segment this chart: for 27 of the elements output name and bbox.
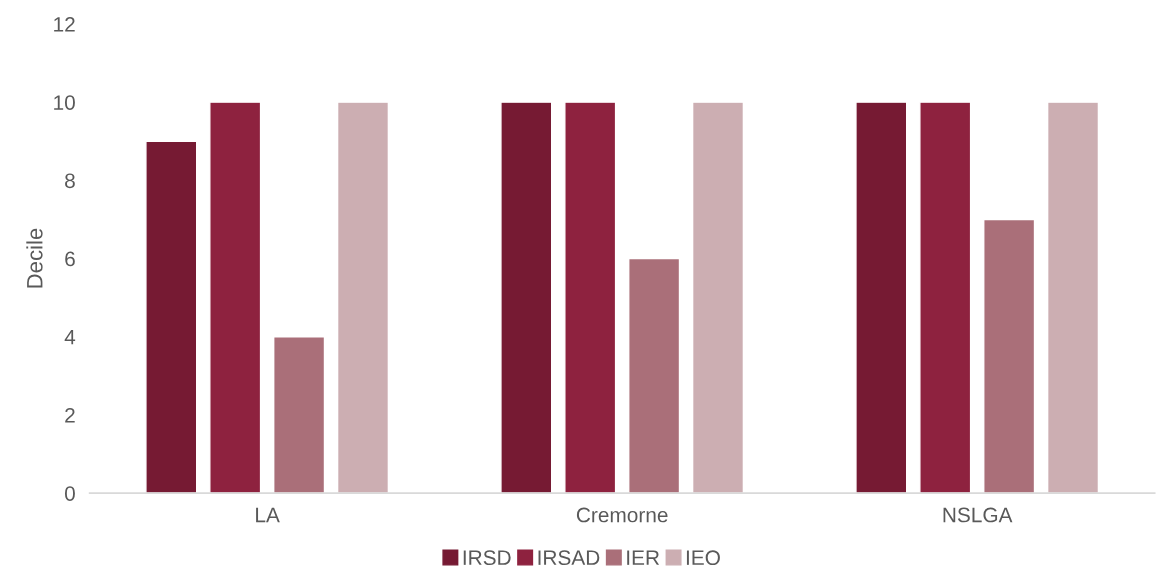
- legend-label: IER: [627, 550, 660, 565]
- bar: [691, 101, 745, 494]
- bar: [919, 101, 972, 494]
- y-tick-label: 6: [65, 251, 75, 267]
- bar: [145, 140, 198, 494]
- bar: [273, 336, 326, 494]
- legend-label: IRSD: [463, 550, 511, 566]
- bar: [209, 101, 262, 494]
- y-tick-label: 12: [54, 16, 75, 32]
- x-tick-label: NSLGA: [943, 507, 1013, 523]
- y-tick-label: 2: [65, 407, 75, 423]
- bar: [336, 101, 390, 494]
- y-tick-label: 10: [54, 95, 75, 110]
- y-tick-label: 8: [65, 173, 75, 189]
- bar: [628, 257, 681, 494]
- y-tick-label: 0: [64, 486, 75, 501]
- legend-label: IEO: [686, 550, 720, 566]
- bar: [500, 101, 553, 494]
- bar: [564, 101, 617, 494]
- bar: [983, 218, 1036, 494]
- bar: [855, 101, 908, 494]
- bar: [1046, 101, 1100, 494]
- y-tick-label: 4: [64, 329, 76, 345]
- y-axis-title: Decile: [26, 228, 43, 288]
- legend-label: IRSAD: [538, 550, 600, 566]
- x-tick-label: LA: [256, 507, 280, 523]
- x-tick-label: Cremorne: [576, 507, 668, 523]
